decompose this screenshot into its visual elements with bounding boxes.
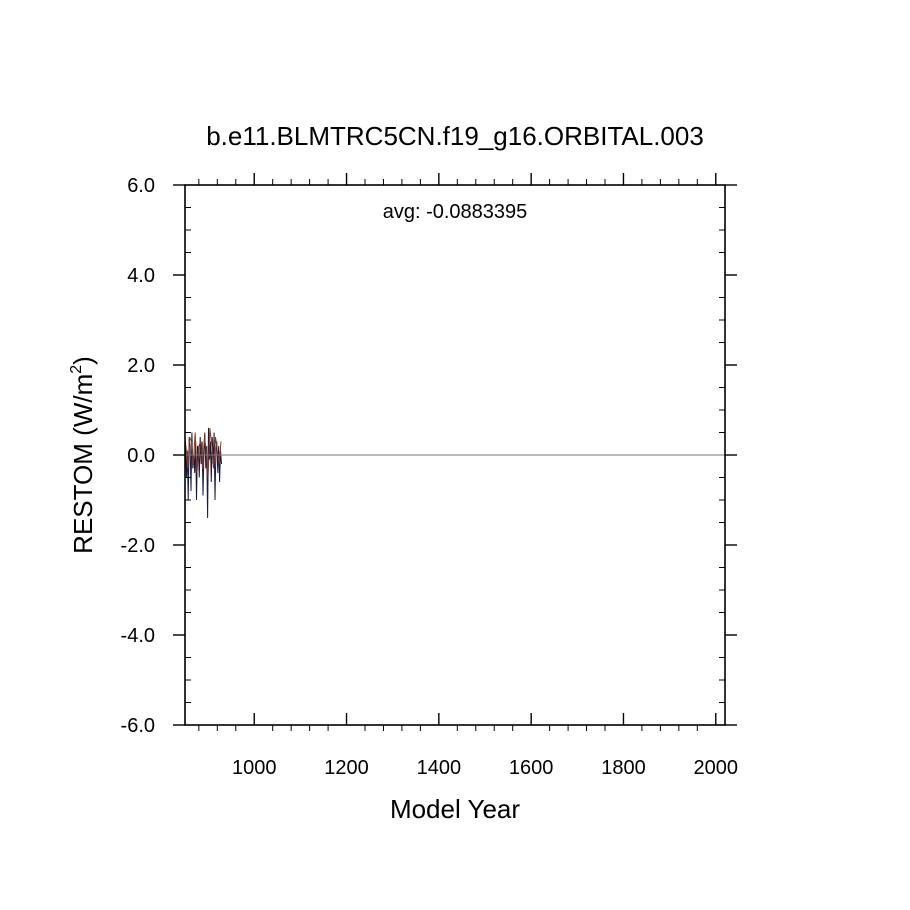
y-axis-label-main: RESTOM (W/m: [68, 374, 98, 554]
series-line-0: [185, 427, 222, 519]
y-tick-label: -6.0: [121, 715, 155, 737]
y-tick-label: 6.0: [127, 175, 155, 197]
ticks-layer: 1000 1200 1400 1600 1800 2000 6.0 4.0 2.0 0.0 -2.0…: [121, 173, 738, 779]
y-tick-label: 0.0: [127, 445, 155, 467]
x-tick-label: 2000: [694, 757, 739, 779]
data-layer: [185, 427, 222, 519]
x-tick-label: 1400: [417, 757, 462, 779]
x-tick-label: 1600: [509, 757, 554, 779]
y-tick-label: -4.0: [121, 625, 155, 647]
y-tick-label: -2.0: [121, 535, 155, 557]
y-tick-label: 4.0: [127, 265, 155, 287]
y-tick-label: 2.0: [127, 355, 155, 377]
average-annotation: avg: -0.0883395: [383, 201, 528, 223]
x-tick-label: 1200: [324, 757, 369, 779]
y-axis-label-superscript: 2: [68, 365, 85, 374]
y-axis-label: RESTOM (W/m2): [68, 356, 98, 554]
x-tick-label: 1800: [601, 757, 646, 779]
x-tick-label: 1000: [232, 757, 277, 779]
series-line-1: [185, 427, 222, 478]
chart-title: b.e11.BLMTRC5CN.f19_g16.ORBITAL.003: [206, 121, 704, 151]
x-axis-label: Model Year: [390, 794, 520, 824]
y-axis-label-suffix: ): [68, 356, 98, 365]
